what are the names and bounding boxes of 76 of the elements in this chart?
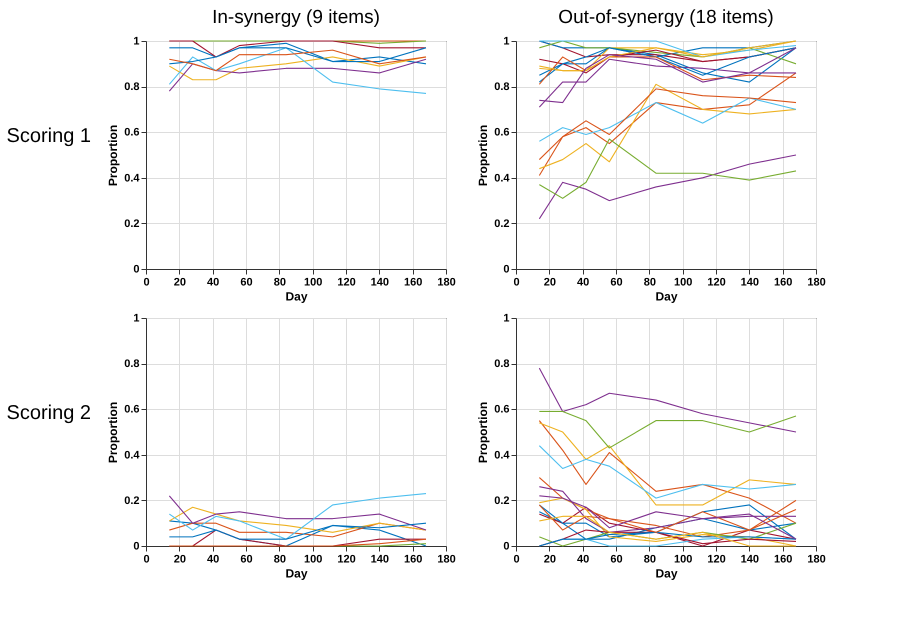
x-tick-label: 100 [304,276,322,288]
y-axis-title: Proportion [476,124,490,186]
x-tick-label: 40 [207,554,220,566]
y-tick-label: 0 [133,540,140,552]
x-axis-title: Day [285,566,308,580]
x-tick-label: 120 [707,554,726,566]
x-tick-label: 40 [577,276,590,288]
x-tick-label: 140 [740,276,760,288]
y-tick-label: 0.6 [494,126,510,139]
x-axis-title: Day [655,290,678,304]
text: Scoring 2 [6,402,91,424]
x-tick-label: 100 [674,276,692,288]
text: Scoring 1 [6,125,91,147]
y-axis-title: Proportion [106,402,120,464]
x-tick-label: 140 [370,276,390,288]
y-tick-label: 0 [503,264,510,276]
y-tick-label: 0.6 [124,404,140,416]
y-axis-title: Proportion [476,402,490,464]
x-tick-label: 60 [240,276,253,288]
y-tick-label: 0.2 [124,494,140,507]
y-tick-label: 0.6 [124,126,140,139]
y-tick-label: 0 [133,264,140,276]
x-tick-label: 140 [370,554,390,566]
x-tick-label: 0 [143,276,150,288]
x-axis-title: Day [285,290,308,304]
y-tick-label: 0.2 [494,218,510,230]
x-tick-label: 20 [544,554,556,566]
x-tick-label: 180 [437,276,456,288]
x-tick-label: 160 [774,276,792,288]
x-tick-label: 180 [807,554,826,566]
x-tick-label: 0 [513,276,520,288]
x-tick-label: 140 [740,554,760,566]
y-tick-label: 0.4 [494,449,510,462]
x-tick-label: 40 [577,554,590,566]
x-tick-label: 180 [807,276,826,288]
x-tick-label: 80 [274,554,286,566]
x-tick-label: 60 [610,276,623,288]
x-tick-label: 160 [404,276,422,288]
y-tick-label: 0.8 [124,81,140,94]
x-tick-label: 20 [174,276,186,288]
x-tick-label: 120 [337,276,356,288]
y-tick-label: 0.6 [494,404,510,416]
x-tick-label: 20 [544,276,556,288]
x-tick-label: 160 [774,554,792,566]
x-tick-label: 100 [304,554,322,566]
x-tick-label: 60 [240,554,253,566]
x-tick-label: 80 [644,554,656,566]
x-tick-label: 60 [610,554,623,566]
y-tick-label: 0.2 [494,494,510,507]
x-tick-label: 120 [337,554,356,566]
x-tick-label: 100 [674,554,692,566]
y-tick-label: 0.4 [494,172,510,184]
x-axis-title: Day [655,566,678,580]
y-axis-title: Proportion [106,124,120,186]
y-tick-label: 0.4 [124,172,140,184]
y-tick-label: 0.2 [124,218,140,230]
y-tick-label: 0.8 [494,358,510,370]
chart-title: In-synergy (9 items) [212,7,380,28]
y-tick-label: 0.4 [124,449,140,462]
x-tick-label: 120 [707,276,726,288]
x-tick-label: 0 [513,554,520,566]
y-tick-label: 1 [133,312,140,324]
x-tick-label: 160 [404,554,422,566]
y-tick-label: 0 [503,540,510,552]
y-tick-label: 1 [503,312,510,324]
y-tick-label: 0.8 [494,81,510,94]
x-tick-label: 40 [207,276,220,288]
x-tick-label: 20 [174,554,186,566]
x-tick-label: 80 [274,276,286,288]
x-tick-label: 80 [644,276,656,288]
y-tick-label: 1 [503,36,510,48]
x-tick-label: 180 [437,554,456,566]
x-tick-label: 0 [143,554,150,566]
chart-title: Out-of-synergy (18 items) [558,7,774,28]
y-tick-label: 1 [133,36,140,48]
y-tick-label: 0.8 [124,358,140,370]
